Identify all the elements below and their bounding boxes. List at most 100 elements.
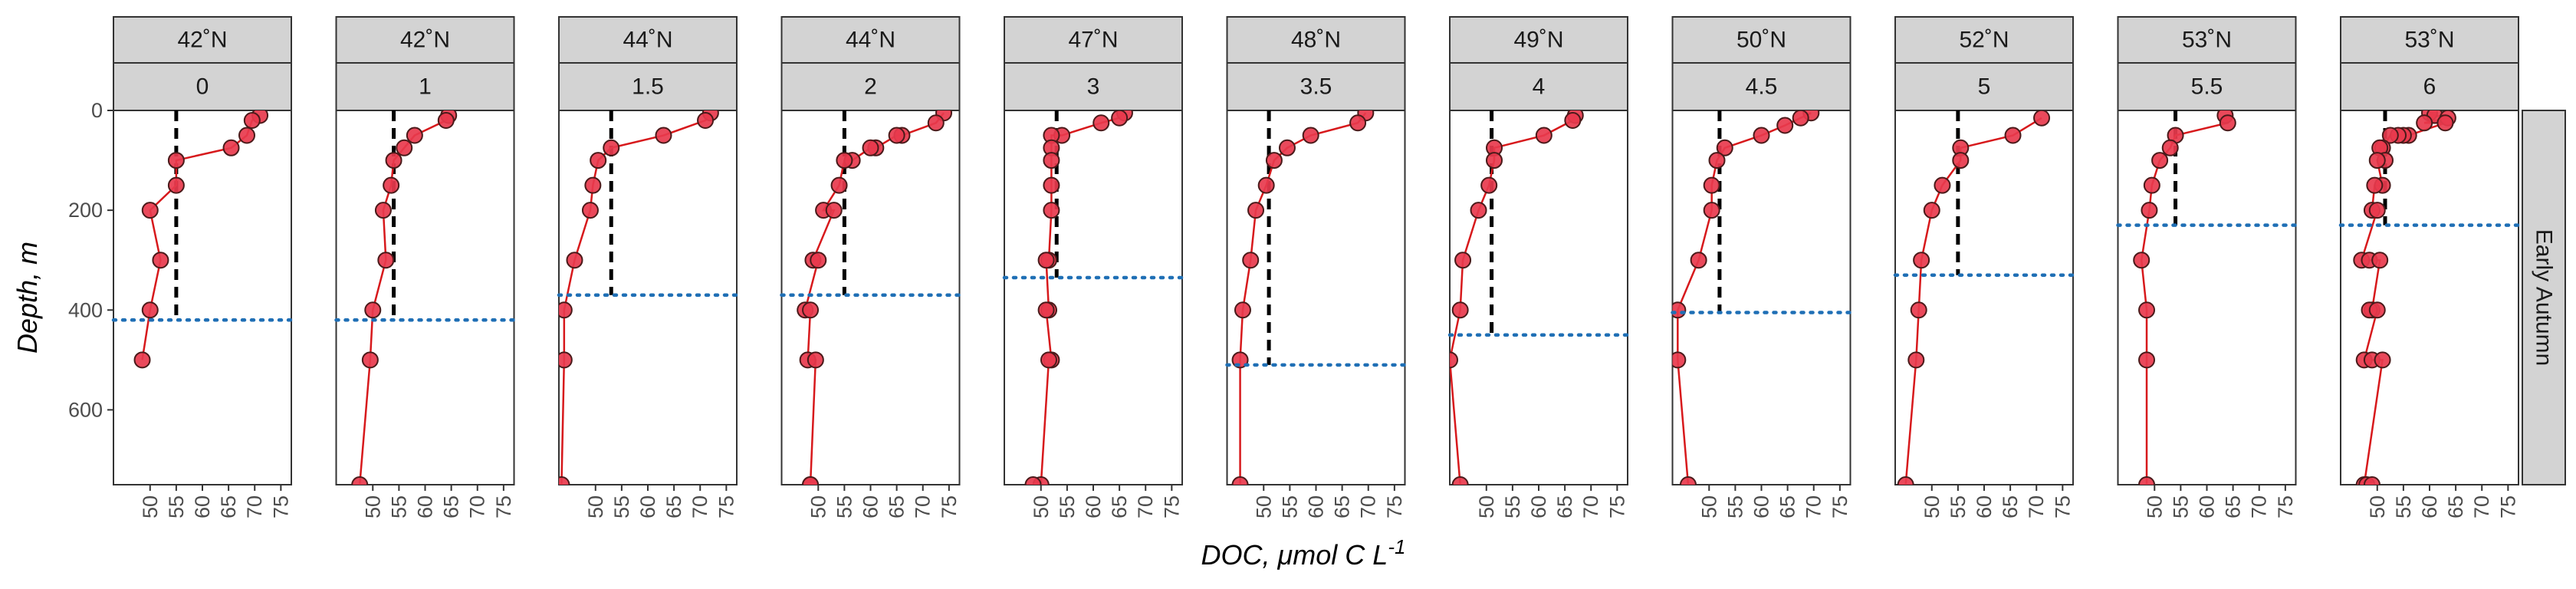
lon-strip-label: 4 — [1533, 74, 1546, 100]
data-point — [1480, 176, 1498, 194]
data-point — [2416, 114, 2433, 132]
lat-strip — [2340, 16, 2519, 64]
lat-strip — [1449, 16, 1628, 64]
data-point — [1349, 114, 1367, 132]
data-point — [559, 351, 573, 369]
lat-strip-label: 52˚N — [1959, 28, 2009, 53]
x-tick-label: 55 — [1947, 495, 1970, 518]
x-tick-label: 55 — [833, 495, 856, 518]
lat-strip-label: 42˚N — [177, 28, 227, 53]
x-tick-label: 50 — [2366, 495, 2389, 518]
lon-strip-label: 1.5 — [632, 74, 664, 100]
x-tick-label: 65 — [1776, 495, 1799, 518]
panel-frame — [2340, 110, 2519, 485]
data-point — [133, 351, 151, 369]
panel-8: 52˚N 5 50 55 60 65 70 75 — [1894, 16, 2074, 518]
data-point — [1672, 351, 1687, 369]
x-tick-label: 55 — [610, 495, 633, 518]
panel-2: 44˚N 1.5 50 55 60 65 70 75 — [558, 16, 738, 518]
x-tick-label: 50 — [1475, 495, 1498, 518]
x-axis-title-superscript: -1 — [1388, 535, 1405, 558]
x-tick-label: 60 — [414, 495, 437, 518]
data-point — [1535, 127, 1552, 144]
plot-area — [351, 110, 458, 485]
data-point — [385, 152, 402, 169]
data-point — [141, 301, 159, 319]
data-point — [1792, 110, 1809, 127]
data-point — [2381, 127, 2399, 144]
data-point — [1037, 252, 1055, 269]
x-tick-label: 50 — [1252, 495, 1275, 518]
data-point — [1265, 152, 1283, 169]
lat-strip — [1226, 16, 1406, 64]
y-tick-label: 0 — [91, 99, 103, 122]
lat-strip-label: 53˚N — [2182, 28, 2232, 53]
x-tick-label: 50 — [1030, 495, 1053, 518]
x-tick-label: 70 — [1134, 495, 1157, 518]
panel-frame — [1004, 110, 1183, 485]
panel-frame — [1671, 110, 1852, 485]
panel-frame — [1449, 110, 1628, 485]
data-point — [2138, 351, 2156, 369]
x-tick-label: 60 — [191, 495, 214, 518]
data-point — [1679, 476, 1697, 485]
row-strip-box — [2522, 110, 2566, 485]
data-point — [830, 176, 848, 194]
lat-strip-label: 50˚N — [1737, 28, 1786, 53]
data-point — [862, 139, 879, 156]
lat-strip-label: 49˚N — [1513, 28, 1563, 53]
x-tick-label: 55 — [2392, 495, 2415, 518]
data-point — [1242, 252, 1260, 269]
x-tick-label: 75 — [492, 495, 515, 518]
data-point — [2436, 114, 2454, 132]
data-point — [836, 152, 853, 169]
data-point — [238, 127, 255, 144]
data-point — [825, 202, 843, 219]
x-tick-label: 65 — [886, 495, 909, 518]
plot-area — [797, 110, 953, 485]
panel-3: 44˚N 2 50 55 60 65 70 75 — [780, 16, 961, 518]
data-point — [2004, 127, 2022, 144]
data-point — [1450, 351, 1458, 369]
lat-strip-label: 44˚N — [846, 28, 895, 53]
lon-strip — [1226, 62, 1406, 111]
x-tick-label: 50 — [361, 495, 384, 518]
x-axis-title-main: DOC, μmol C L — [1201, 539, 1388, 571]
x-tick-label: 70 — [1357, 495, 1380, 518]
plot-area — [1897, 110, 2051, 485]
data-point — [1690, 252, 1707, 269]
lon-strip-label: 4.5 — [1746, 74, 1778, 100]
data-point — [590, 152, 607, 169]
lat-strip-label: 53˚N — [2404, 28, 2454, 53]
x-tick-label: 60 — [1305, 495, 1328, 518]
x-tick-label: 50 — [2143, 495, 2166, 518]
row-strip-label: Early Autumn — [2532, 229, 2557, 366]
data-point — [167, 176, 185, 194]
data-point — [364, 301, 382, 319]
lon-strip-label: 0 — [196, 74, 209, 100]
panel-frame — [113, 110, 292, 485]
x-tick-label: 65 — [1108, 495, 1131, 518]
x-tick-label: 70 — [2470, 495, 2493, 518]
x-tick-label: 75 — [269, 495, 292, 518]
x-tick-label: 55 — [1278, 495, 1301, 518]
data-point — [2368, 202, 2386, 219]
data-point — [2363, 476, 2380, 485]
row-strip: Early Autumn — [2522, 110, 2566, 485]
data-point — [351, 476, 369, 485]
data-point — [810, 252, 827, 269]
panel-frame — [1894, 110, 2074, 485]
data-point — [1231, 476, 1249, 485]
data-point — [655, 127, 672, 144]
data-point — [603, 139, 620, 156]
x-tick-label: 75 — [1160, 495, 1183, 518]
data-point — [2151, 152, 2169, 169]
plot-area — [1231, 110, 1375, 485]
x-tick-label: 70 — [466, 495, 489, 518]
data-point — [1302, 127, 1319, 144]
data-point — [1037, 301, 1055, 319]
plot-area — [133, 110, 269, 369]
data-point — [2161, 139, 2179, 156]
data-point — [2133, 252, 2150, 269]
lon-strip — [335, 62, 515, 111]
